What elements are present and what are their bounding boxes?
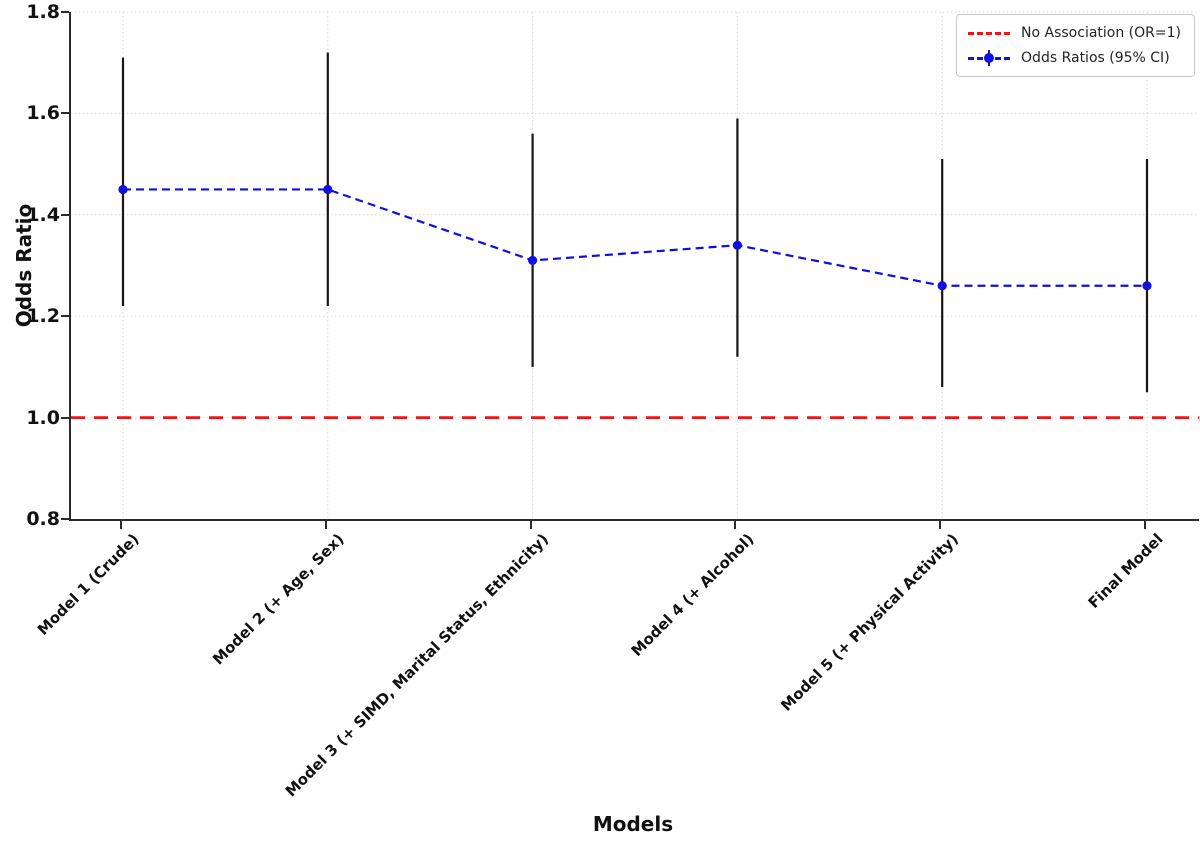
y-tick-mark	[61, 11, 69, 13]
plot-canvas	[71, 11, 1199, 519]
x-axis-title: Models	[592, 812, 674, 836]
x-tick-mark	[1144, 521, 1146, 529]
y-tick-label: 0.8	[26, 508, 60, 530]
y-tick-label: 1.6	[26, 102, 60, 125]
legend-item-no-association: No Association (OR=1)	[968, 24, 1181, 42]
y-tick-mark	[61, 315, 69, 318]
x-tick-label: Model 1 (Crude)	[33, 530, 143, 639]
y-tick-mark	[61, 213, 69, 216]
red-dashed-line-icon	[968, 25, 1011, 41]
legend-label-odds-ratios: Odds Ratios (95% CI)	[1021, 50, 1170, 66]
y-tick-mark	[61, 518, 69, 520]
y-tick-label: 1.0	[26, 406, 60, 429]
odds-ratio-line	[123, 188, 1147, 287]
x-tick-mark	[324, 521, 327, 529]
odds-ratio-point	[732, 240, 743, 250]
x-tick-label: Final Model	[1084, 530, 1167, 612]
y-tick-label: 1.2	[26, 305, 60, 328]
x-tick-label: Model 3 (+ SIMD, Marital Status, Ethnici…	[282, 530, 553, 801]
legend-label-no-association: No Association (OR=1)	[1021, 25, 1181, 41]
y-axis-title: Odds Ratio	[12, 203, 36, 328]
odds-ratio-point	[118, 184, 128, 195]
x-tick-mark	[734, 521, 737, 529]
y-tick-label: 1.8	[26, 1, 60, 23]
y-tick-mark	[61, 112, 69, 115]
odds-ratio-point	[323, 184, 333, 195]
x-tick-label: Model 5 (+ Physical Activity)	[777, 530, 962, 715]
odds-ratio-point	[937, 281, 947, 291]
legend-item-odds-ratios: Odds Ratios (95% CI)	[968, 49, 1181, 67]
x-tick-mark	[939, 521, 942, 529]
blue-errorbar-marker-icon	[968, 50, 1011, 66]
legend: No Association (OR=1) Odds Ratios (95% C…	[956, 14, 1195, 77]
odds-ratio-point	[1142, 281, 1152, 291]
x-tick-mark	[120, 521, 122, 529]
x-tick-mark	[529, 521, 532, 529]
odds-ratio-point	[528, 255, 538, 266]
x-tick-label: Model 4 (+ Alcohol)	[627, 530, 758, 660]
y-tick-mark	[61, 416, 69, 419]
y-tick-label: 1.4	[26, 203, 60, 226]
x-tick-label: Model 2 (+ Age, Sex)	[209, 530, 348, 669]
plot-area: No Association (OR=1) Odds Ratios (95% C…	[69, 11, 1199, 521]
